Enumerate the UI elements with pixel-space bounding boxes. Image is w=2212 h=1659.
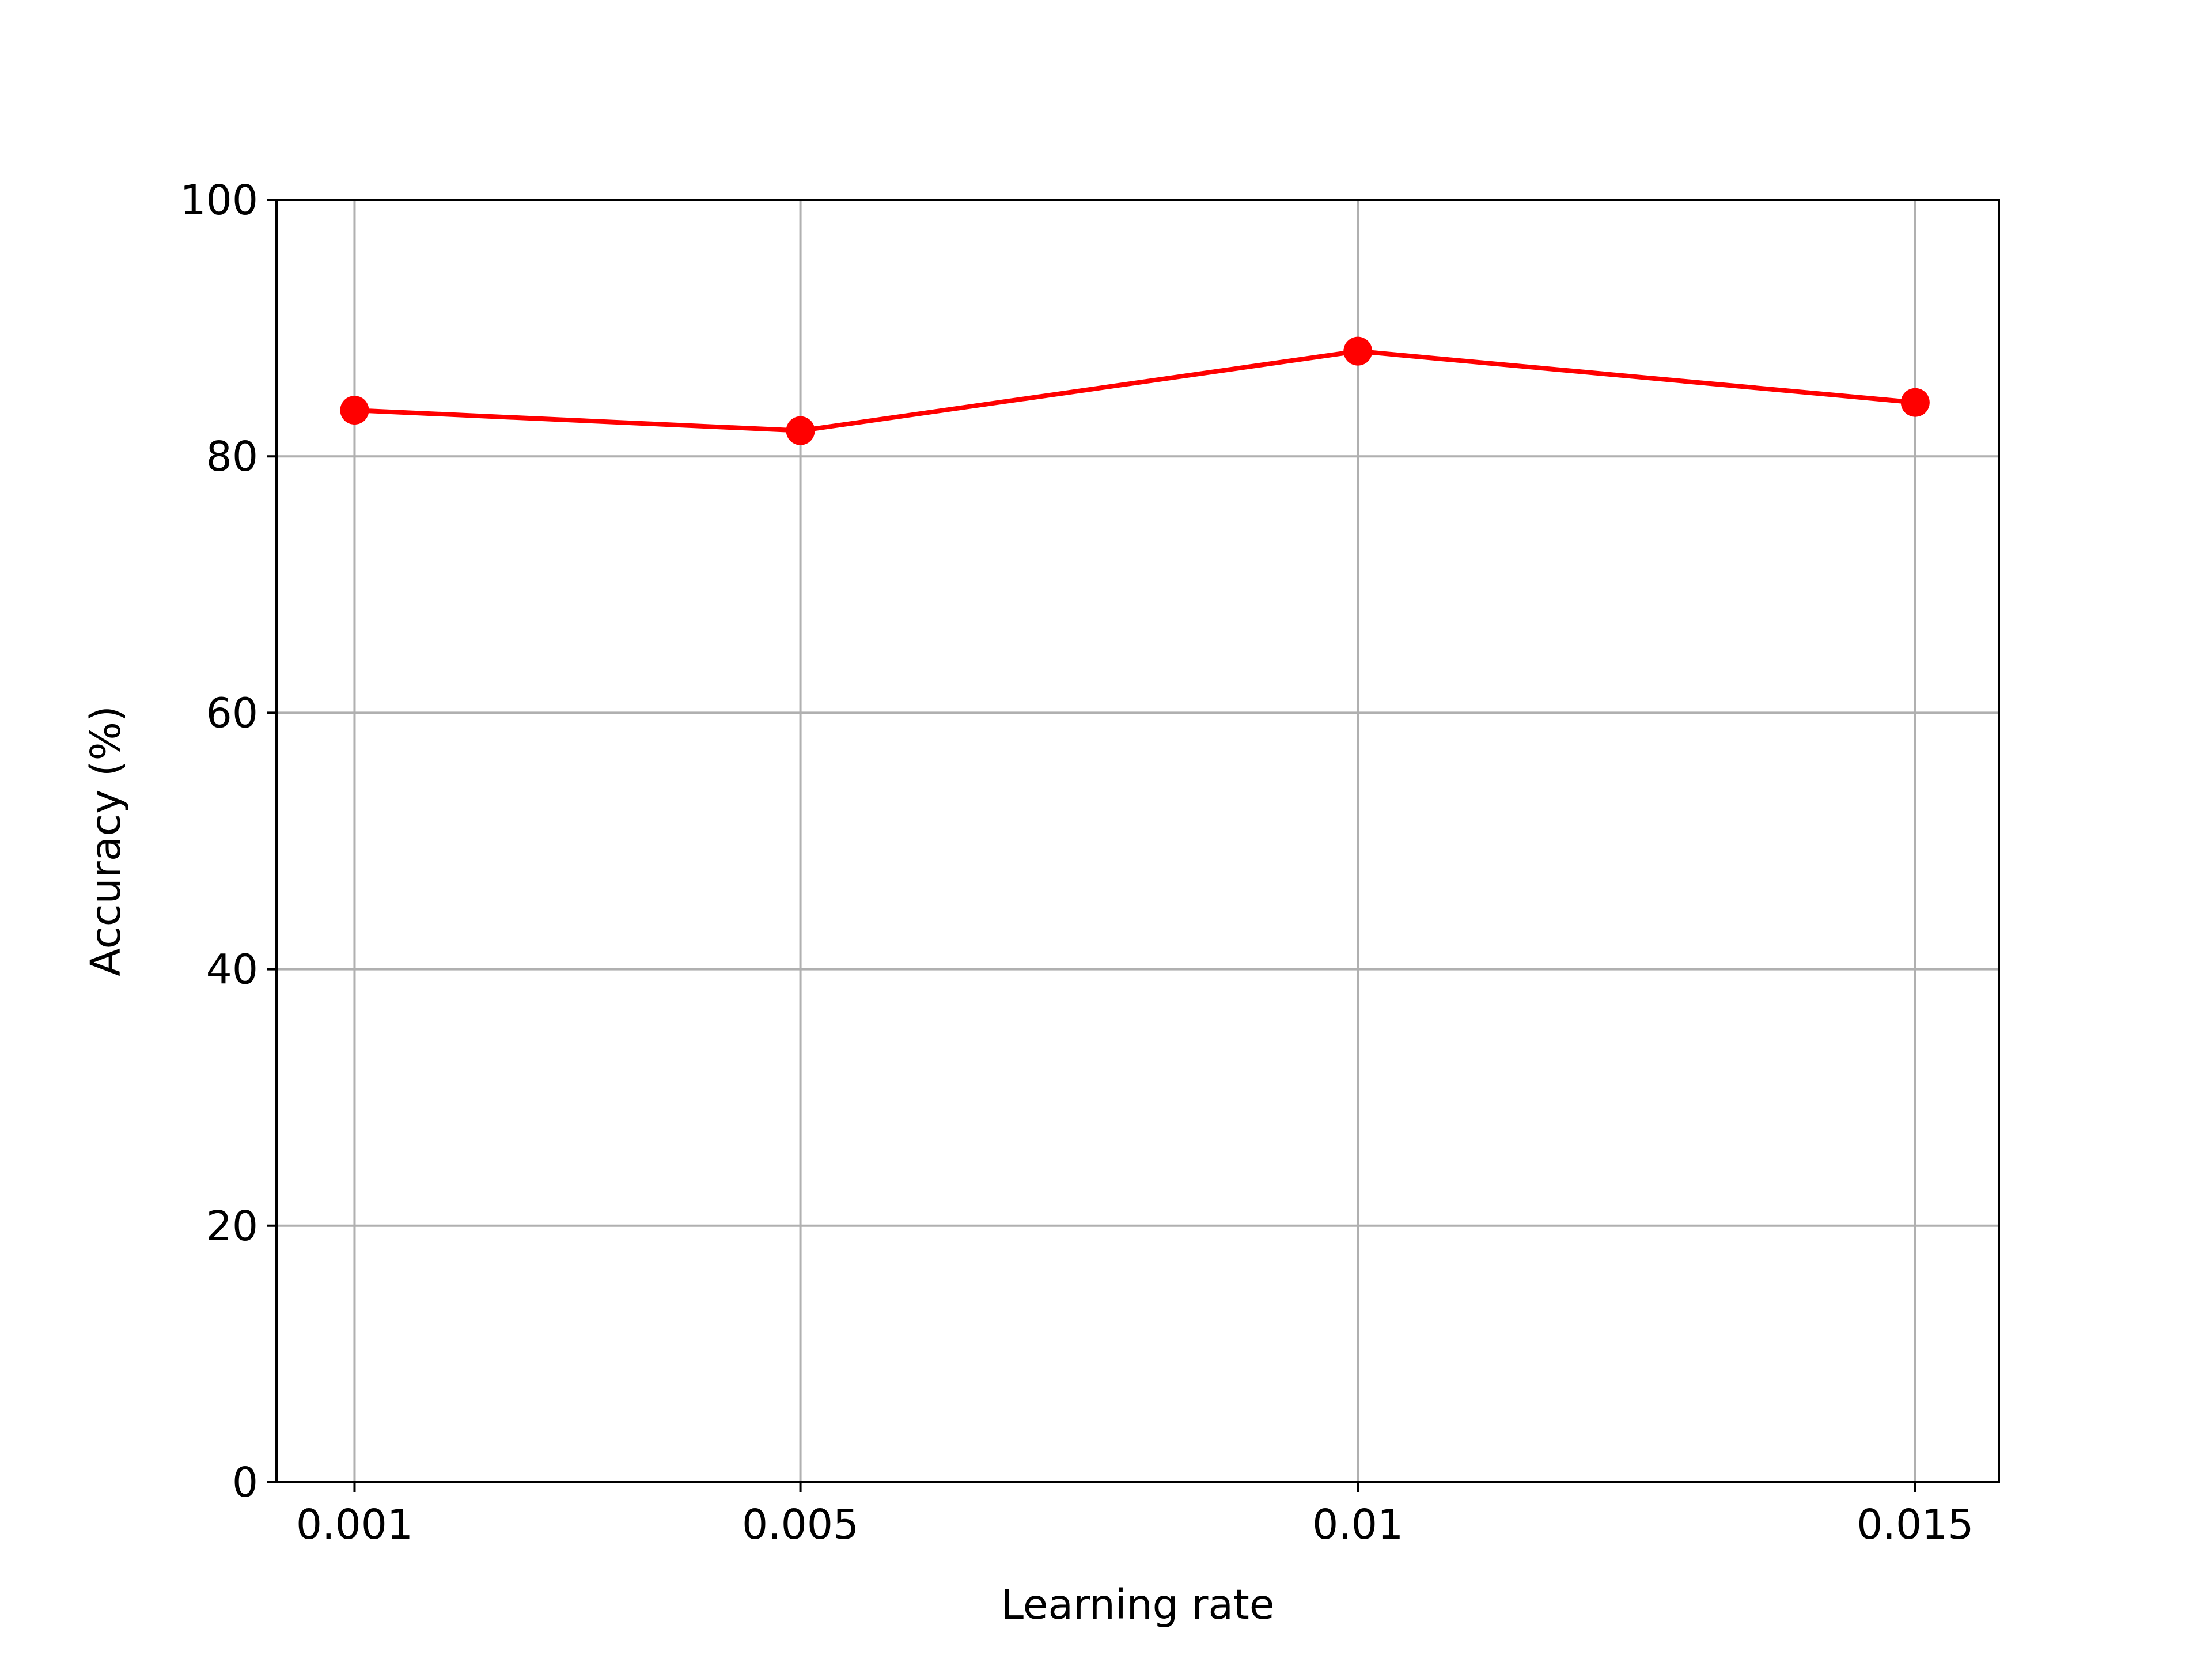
x-tick-label: 0.005 <box>742 1501 859 1548</box>
y-tick-label: 100 <box>180 176 258 224</box>
axis-ticks: 0.001 0.005 0.01 0.015 0 20 40 60 80 100 <box>180 176 1974 1548</box>
y-tick-label: 80 <box>206 433 258 480</box>
y-tick-label: 60 <box>206 689 258 737</box>
series-line <box>354 349 1916 433</box>
y-tick-label: 40 <box>206 946 258 994</box>
x-tick-label: 0.01 <box>1312 1501 1403 1548</box>
plot-area-frame <box>275 199 2000 1483</box>
y-axis-label: Accuracy (%) <box>82 706 130 976</box>
data-point <box>1900 388 1930 417</box>
y-tick-label: 20 <box>206 1202 258 1250</box>
y-tick-label: 0 <box>232 1459 258 1506</box>
data-point <box>340 396 369 425</box>
data-point <box>1343 336 1373 366</box>
data-point <box>786 416 815 445</box>
x-tick-label: 0.001 <box>296 1501 413 1548</box>
x-tick-label: 0.015 <box>1857 1501 1974 1548</box>
x-axis-label: Learning rate <box>1001 1581 1274 1628</box>
data-series <box>340 336 1930 445</box>
